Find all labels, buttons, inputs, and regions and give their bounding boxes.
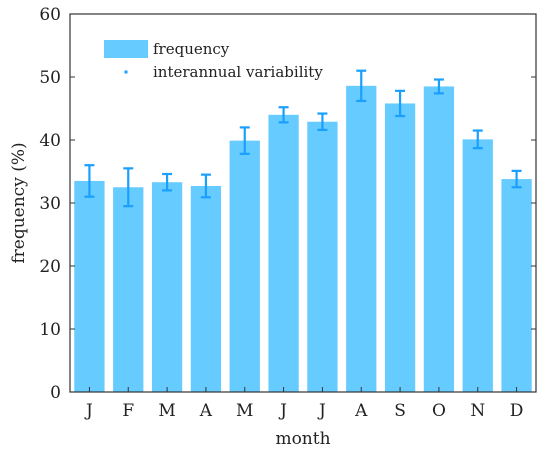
y-tick-label-0: 0 <box>50 383 61 403</box>
bar-3 <box>190 185 222 392</box>
y-axis-ticks: 0 10 20 30 40 50 60 <box>39 5 536 403</box>
bar-7 <box>346 85 377 392</box>
x-tick-label-3: A <box>199 401 213 421</box>
y-tick-label-5: 50 <box>39 68 61 88</box>
x-tick-label-5: J <box>278 401 287 421</box>
bar-2 <box>151 182 183 392</box>
y-tick-label-4: 40 <box>39 131 61 151</box>
legend-frequency-swatch <box>104 40 148 58</box>
y-axis-label: frequency (%) <box>9 142 29 263</box>
y-tick-label-1: 10 <box>39 320 61 340</box>
bar-9 <box>423 86 455 392</box>
x-tick-label-2: M <box>158 401 175 421</box>
x-tick-label-9: O <box>432 401 446 421</box>
legend: frequency interannual variability <box>104 40 323 81</box>
bar-11 <box>501 179 532 392</box>
legend-frequency-label: frequency <box>153 40 230 58</box>
bar-8 <box>384 103 416 393</box>
bar-6 <box>307 121 338 392</box>
x-tick-label-6: J <box>317 401 326 421</box>
bar-5 <box>268 114 299 393</box>
y-tick-label-6: 60 <box>39 5 61 25</box>
legend-variability-label: interannual variability <box>153 63 323 81</box>
x-tick-label-7: A <box>354 401 368 421</box>
bar-0 <box>74 180 105 392</box>
x-tick-label-4: M <box>236 401 253 421</box>
legend-variability-swatch <box>124 70 128 74</box>
x-tick-label-0: J <box>84 401 93 421</box>
x-tick-label-8: S <box>394 401 406 421</box>
y-tick-label-2: 20 <box>39 257 61 277</box>
errorbars-group <box>84 69 522 208</box>
x-tick-label-10: N <box>470 401 485 421</box>
bar-10 <box>462 139 493 392</box>
x-tick-label-1: F <box>122 401 134 421</box>
bars-group <box>74 85 532 393</box>
bar-1 <box>113 187 144 392</box>
x-tick-label-11: D <box>510 401 524 421</box>
y-tick-label-3: 30 <box>39 194 61 214</box>
bar-4 <box>229 140 260 392</box>
x-axis-label: month <box>275 429 330 449</box>
